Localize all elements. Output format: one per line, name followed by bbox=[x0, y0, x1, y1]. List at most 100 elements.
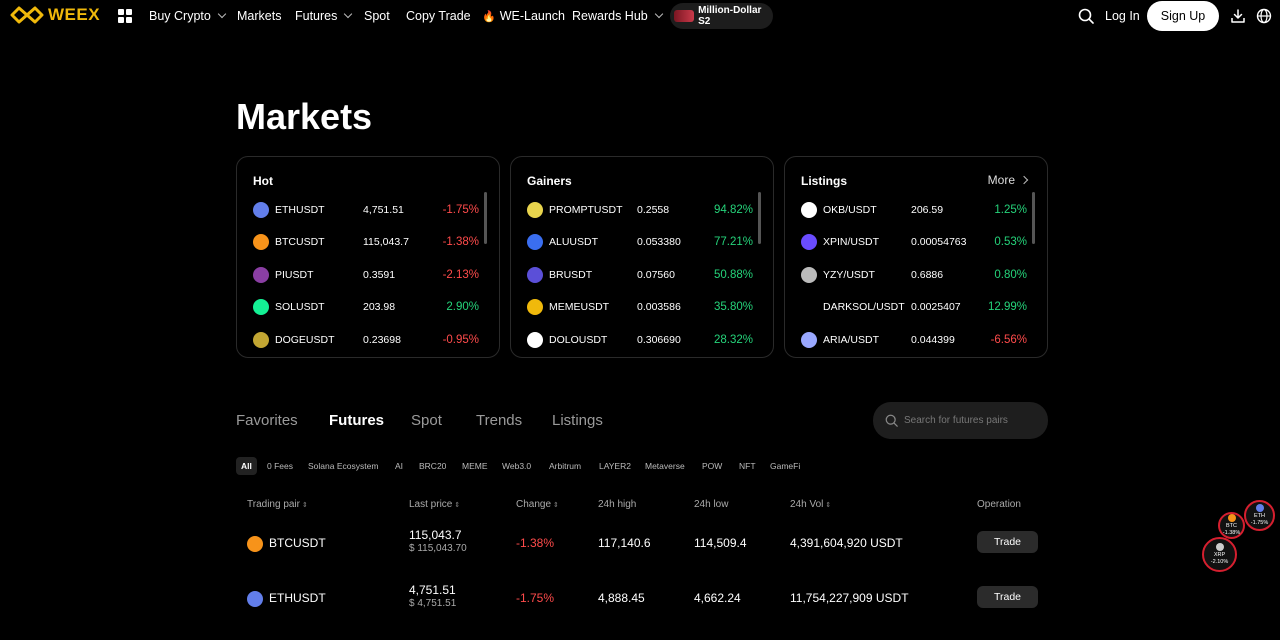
nav-markets[interactable]: Markets bbox=[237, 9, 281, 23]
market-row[interactable]: OKB/USDT 206.59 1.25% bbox=[801, 200, 1033, 220]
market-row[interactable]: ETHUSDT 4,751.51 -1.75% bbox=[253, 200, 485, 220]
trade-button[interactable]: Trade bbox=[977, 586, 1038, 608]
bubble-change: -2.10% bbox=[1210, 559, 1229, 565]
table-row[interactable]: ETHUSDT 4,751.51 $ 4,751.51 -1.75% 4,888.45 4… bbox=[236, 583, 1048, 629]
br-icon bbox=[527, 267, 543, 283]
market-row[interactable]: SOLUSDT 203.98 2.90% bbox=[253, 297, 485, 317]
listings-card: Listings More OKB/USDT 206.59 1.25% XPIN/US… bbox=[784, 156, 1048, 358]
market-price: 203.98 bbox=[363, 301, 396, 313]
market-price: 0.044399 bbox=[911, 334, 955, 346]
market-row[interactable]: BRUSDT 0.07560 50.88% bbox=[527, 265, 759, 285]
nav-buy-crypto[interactable]: Buy Crypto bbox=[149, 9, 227, 23]
search-icon[interactable] bbox=[1078, 8, 1094, 24]
eth-icon bbox=[247, 591, 263, 607]
futures-search-input[interactable] bbox=[904, 415, 1034, 426]
weex-logo[interactable]: WEEX bbox=[10, 5, 100, 25]
bubble-eth[interactable]: ETH -1.75% bbox=[1244, 500, 1275, 531]
filter-0-fees[interactable]: 0 Fees bbox=[267, 461, 293, 471]
market-change: 0.80% bbox=[994, 269, 1027, 281]
th-change[interactable]: Change ⇕ bbox=[516, 499, 559, 510]
market-price: 4,751.51 bbox=[363, 204, 404, 216]
th-trading-pair[interactable]: Trading pair ⇕ bbox=[247, 499, 308, 510]
table-row[interactable]: BTCUSDT 115,043.7 $ 115,043.70 -1.38% 117,14… bbox=[236, 528, 1048, 574]
tab-favorites[interactable]: Favorites bbox=[236, 412, 298, 429]
market-row[interactable]: PROMPTUSDT 0.2558 94.82% bbox=[527, 200, 759, 220]
trade-button[interactable]: Trade bbox=[977, 531, 1038, 553]
nav-copy-trade[interactable]: Copy Trade bbox=[406, 9, 471, 23]
signup-button[interactable]: Sign Up bbox=[1147, 1, 1219, 31]
btc-icon bbox=[253, 234, 269, 250]
nav-we-launch[interactable]: 🔥 WE-Launch bbox=[482, 9, 565, 23]
market-symbol: ARIA/USDT bbox=[823, 334, 880, 346]
filter-brc20[interactable]: BRC20 bbox=[419, 461, 447, 471]
market-row[interactable]: XPIN/USDT 0.00054763 0.53% bbox=[801, 232, 1033, 252]
eth-icon bbox=[253, 202, 269, 218]
filter-pow[interactable]: POW bbox=[702, 461, 723, 471]
market-price: 0.306690 bbox=[637, 334, 681, 346]
filter-arbitrum[interactable]: Arbitrum bbox=[549, 461, 582, 471]
nav-copy-trade-label: Copy Trade bbox=[406, 9, 471, 23]
bubble-xrp[interactable]: XRP -2.10% bbox=[1202, 537, 1237, 572]
nav-spot[interactable]: Spot bbox=[364, 9, 390, 23]
market-price: 115,043.7 bbox=[363, 236, 409, 248]
market-change: 2.90% bbox=[446, 301, 479, 313]
nav-rewards-hub[interactable]: Rewards Hub bbox=[572, 9, 663, 23]
tab-listings[interactable]: Listings bbox=[552, 412, 603, 429]
card-scrollbar[interactable] bbox=[758, 192, 761, 244]
globe-icon[interactable] bbox=[1256, 8, 1272, 24]
bubble-symbol: BTC bbox=[1226, 523, 1237, 529]
market-symbol: MEMEUSDT bbox=[549, 301, 610, 313]
bubble-change: -1.75% bbox=[1250, 520, 1269, 526]
market-row[interactable]: BTCUSDT 115,043.7 -1.38% bbox=[253, 232, 485, 252]
futures-search-box[interactable] bbox=[873, 402, 1048, 439]
filter-nft[interactable]: NFT bbox=[739, 461, 756, 471]
prompt-icon bbox=[527, 202, 543, 218]
filter-all[interactable]: All bbox=[236, 457, 257, 475]
filter-metaverse[interactable]: Metaverse bbox=[645, 461, 685, 471]
market-symbol: DOLOUSDT bbox=[549, 334, 608, 346]
nav-futures[interactable]: Futures bbox=[295, 9, 353, 23]
bubble-btc[interactable]: BTC -1.38% bbox=[1218, 512, 1245, 539]
filter-meme[interactable]: MEME bbox=[462, 461, 488, 471]
market-symbol: OKB/USDT bbox=[823, 204, 877, 216]
download-icon[interactable] bbox=[1230, 8, 1246, 24]
hot-card-title: Hot bbox=[253, 174, 273, 188]
sol-icon bbox=[253, 299, 269, 315]
market-change: 0.53% bbox=[994, 236, 1027, 248]
market-row[interactable]: YZY/USDT 0.6886 0.80% bbox=[801, 265, 1033, 285]
top-navigation: WEEX Buy Crypto Markets Futures Spot Cop… bbox=[0, 0, 1280, 32]
xpin-icon bbox=[801, 234, 817, 250]
filter-solana-ecosystem[interactable]: Solana Ecosystem bbox=[308, 461, 379, 471]
market-row[interactable]: DOGEUSDT 0.23698 -0.95% bbox=[253, 330, 485, 350]
aria-icon bbox=[801, 332, 817, 348]
tab-spot[interactable]: Spot bbox=[411, 412, 442, 429]
th-last-price[interactable]: Last price ⇕ bbox=[409, 499, 460, 510]
sort-icon: ⇕ bbox=[553, 502, 559, 509]
search-icon bbox=[885, 414, 898, 427]
market-change: -6.56% bbox=[990, 334, 1027, 346]
filter-layer2[interactable]: LAYER2 bbox=[599, 461, 631, 471]
apps-grid-icon[interactable] bbox=[118, 9, 132, 23]
promo-banner[interactable]: Million-Dollar S2 bbox=[670, 3, 773, 29]
market-row[interactable]: ALUUSDT 0.053380 77.21% bbox=[527, 232, 759, 252]
filter-ai[interactable]: AI bbox=[395, 461, 404, 471]
market-row[interactable]: DOLOUSDT 0.306690 28.32% bbox=[527, 330, 759, 350]
row-pair: ETHUSDT bbox=[269, 591, 326, 605]
login-link[interactable]: Log In bbox=[1105, 9, 1140, 23]
market-row[interactable]: DARKSOL/USDT 0.0025407 12.99% bbox=[801, 297, 1033, 317]
filter-web3[interactable]: Web3.0 bbox=[502, 461, 532, 471]
tab-futures[interactable]: Futures bbox=[329, 412, 385, 429]
market-row[interactable]: MEMEUSDT 0.003586 35.80% bbox=[527, 297, 759, 317]
listings-more-link[interactable]: More bbox=[988, 173, 1029, 187]
market-change: -2.13% bbox=[442, 269, 479, 281]
th-24h-vol[interactable]: 24h Vol ⇕ bbox=[790, 499, 831, 510]
market-row[interactable]: ARIA/USDT 0.044399 -6.56% bbox=[801, 330, 1033, 350]
card-scrollbar[interactable] bbox=[484, 192, 487, 244]
sort-icon: ⇕ bbox=[302, 502, 308, 509]
market-row[interactable]: PIUSDT 0.3591 -2.13% bbox=[253, 265, 485, 285]
card-scrollbar[interactable] bbox=[1032, 192, 1035, 244]
filter-gamefi[interactable]: GameFi bbox=[770, 461, 801, 471]
nav-buy-crypto-label: Buy Crypto bbox=[149, 9, 211, 23]
chevron-right-icon bbox=[1019, 175, 1029, 185]
tab-trends[interactable]: Trends bbox=[476, 412, 523, 429]
